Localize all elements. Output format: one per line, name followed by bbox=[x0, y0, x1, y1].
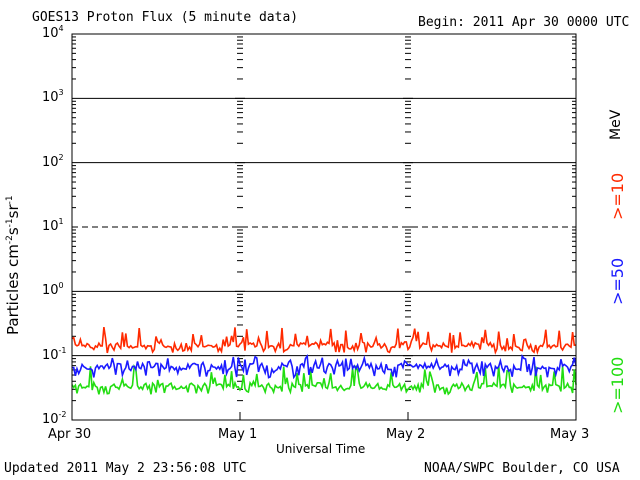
y-tick-label: 10-2 bbox=[42, 410, 67, 427]
begin-date: Begin: 2011 Apr 30 0000 UTC bbox=[418, 15, 630, 30]
x-tick-label: May 3 bbox=[550, 427, 590, 442]
series-line-100 bbox=[71, 364, 577, 396]
y-tick-label: 10-1 bbox=[42, 345, 67, 363]
x-tick-label: May 1 bbox=[218, 427, 258, 442]
y-tick-label: 100 bbox=[42, 281, 64, 299]
y-axis-label: Particles cm-2s-1sr-1 bbox=[4, 195, 22, 335]
legend-series-50: >=50 bbox=[608, 257, 627, 305]
updated-timestamp: Updated 2011 May 2 23:56:08 UTC bbox=[4, 461, 247, 476]
x-tick-label: Apr 30 bbox=[48, 427, 92, 442]
legend-series-100: >=100 bbox=[608, 356, 627, 414]
y-tick-label: 104 bbox=[42, 24, 64, 41]
y-tick-label: 101 bbox=[42, 217, 64, 234]
legend-series-10: >=10 bbox=[608, 172, 627, 220]
chart-title: GOES13 Proton Flux (5 minute data) bbox=[32, 10, 299, 25]
legend-unit-mev: MeV bbox=[608, 109, 624, 140]
plot-frame bbox=[71, 33, 577, 421]
x-tick-label: May 2 bbox=[386, 427, 426, 442]
y-tick-label: 103 bbox=[42, 88, 64, 106]
series-line-10 bbox=[71, 326, 577, 356]
y-tick-label: 102 bbox=[42, 152, 64, 170]
credit-text: NOAA/SWPC Boulder, CO USA bbox=[424, 461, 620, 476]
x-axis-label: Universal Time bbox=[276, 442, 366, 456]
series-line-50 bbox=[71, 353, 577, 380]
